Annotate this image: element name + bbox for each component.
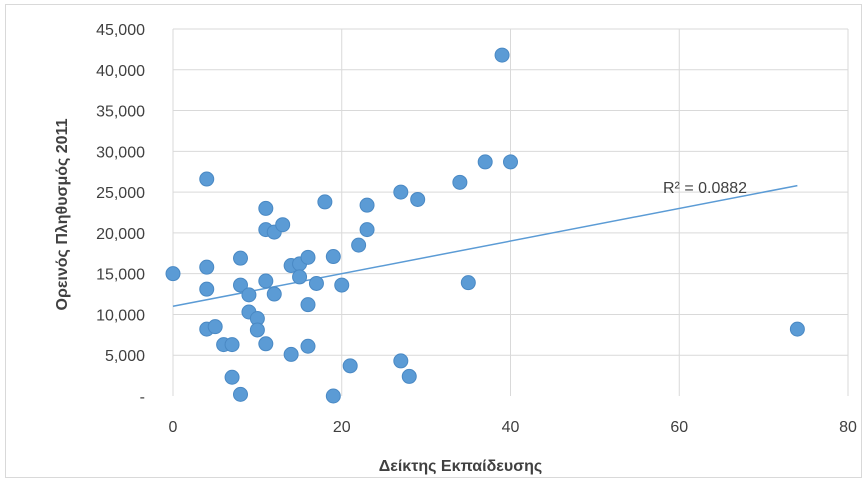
x-tick-label: 60 xyxy=(670,419,688,436)
trendline-group xyxy=(172,184,798,308)
data-point xyxy=(275,217,291,233)
y-tick-label: 45,000 xyxy=(96,22,145,39)
data-point xyxy=(393,184,409,200)
y-tick-label: 10,000 xyxy=(96,307,145,324)
gridlines xyxy=(172,28,849,396)
data-point xyxy=(410,191,426,207)
x-axis-title: Δείκτης Εκπαίδευσης xyxy=(379,458,542,475)
data-point xyxy=(266,286,282,302)
data-point xyxy=(334,277,350,293)
data-point xyxy=(199,171,215,187)
y-tick-label: 5,000 xyxy=(105,348,145,365)
y-axis-tick-labels: - 5,000 10,000 15,000 20,000 25,000 30,000 35,0… xyxy=(96,22,145,406)
x-tick-label: 80 xyxy=(839,419,857,436)
data-point xyxy=(224,337,240,353)
x-tick-label: 20 xyxy=(333,419,351,436)
data-point xyxy=(199,281,215,297)
data-point xyxy=(452,174,468,190)
data-point xyxy=(477,154,493,170)
data-point xyxy=(325,388,341,404)
data-point xyxy=(789,321,805,337)
data-point xyxy=(241,287,257,303)
x-axis-tick-labels: 0 20 40 60 80 xyxy=(169,419,857,436)
y-tick-label: 25,000 xyxy=(96,185,145,202)
data-point xyxy=(207,319,223,335)
y-tick-label: 40,000 xyxy=(96,63,145,80)
y-tick-label: 30,000 xyxy=(96,144,145,161)
data-point xyxy=(300,297,316,313)
data-point xyxy=(258,336,274,352)
data-point xyxy=(325,249,341,265)
data-point xyxy=(342,358,358,374)
y-tick-label: 20,000 xyxy=(96,226,145,243)
data-point xyxy=(233,277,248,293)
data-point xyxy=(393,353,409,369)
data-point xyxy=(224,369,240,385)
data-point xyxy=(351,237,367,253)
data-point xyxy=(300,249,316,265)
data-point xyxy=(199,259,215,275)
x-tick-label: 40 xyxy=(502,419,520,436)
data-points xyxy=(165,47,805,404)
data-point xyxy=(258,200,274,216)
trendline xyxy=(172,184,798,308)
x-tick-label: 0 xyxy=(169,419,178,436)
data-point xyxy=(283,346,299,362)
data-point xyxy=(401,368,417,384)
data-point xyxy=(292,269,308,285)
r-squared-label: R² = 0.0882 xyxy=(663,180,747,197)
data-point xyxy=(494,47,510,63)
data-point xyxy=(300,338,316,354)
y-tick-label: 15,000 xyxy=(96,267,145,284)
y-tick-label: 35,000 xyxy=(96,104,145,121)
data-point xyxy=(503,154,518,170)
data-point xyxy=(249,322,265,338)
data-point xyxy=(359,222,375,238)
data-point xyxy=(317,194,333,210)
data-point xyxy=(233,386,248,402)
data-point xyxy=(165,266,181,282)
data-point xyxy=(359,197,375,213)
y-tick-label: - xyxy=(140,389,145,406)
data-point xyxy=(233,250,248,266)
data-point xyxy=(308,275,324,291)
data-point xyxy=(460,275,476,291)
chart-area xyxy=(5,4,862,478)
y-axis-title: Ορεινός Πληθυσμός 2011 xyxy=(54,118,71,310)
data-point xyxy=(258,273,274,289)
